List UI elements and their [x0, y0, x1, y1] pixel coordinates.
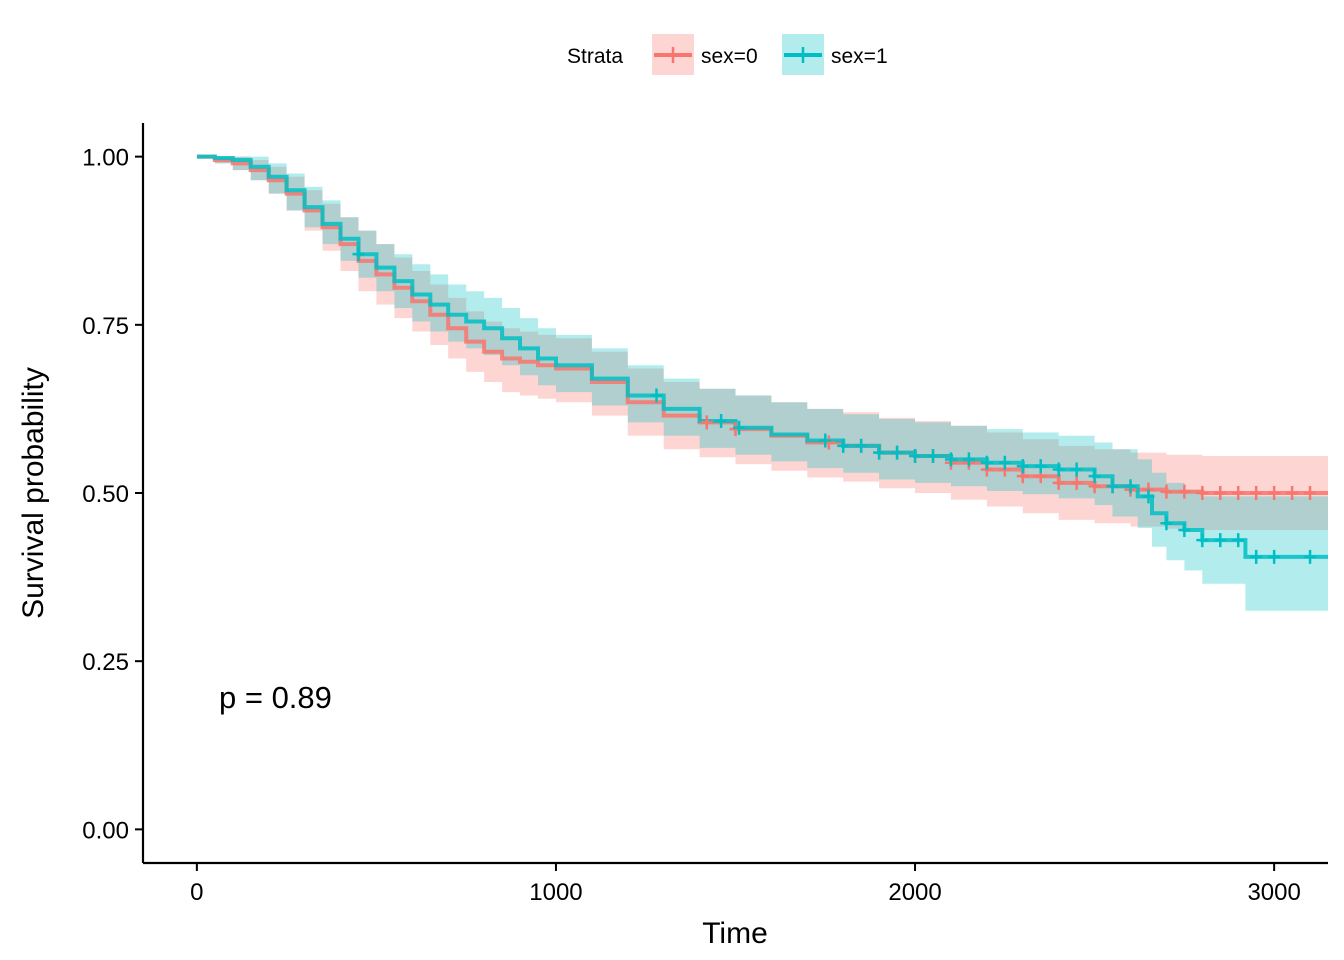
censor-mark: [837, 438, 850, 453]
censor-mark: [352, 247, 365, 262]
x-tick-label: 2000: [888, 879, 941, 906]
legend: Strata sex=0 sex=1: [567, 34, 888, 75]
x-axis-title: Time: [702, 917, 768, 950]
censor-mark: [1214, 486, 1227, 500]
y-tick-label: 0.50: [82, 481, 129, 508]
censor-mark: [927, 449, 939, 463]
legend-item-sex-1: sex=1: [782, 34, 888, 75]
survival-line-sex-1: [196, 154, 1328, 559]
censor-mark: [1070, 462, 1083, 477]
censor-mark: [998, 455, 1011, 470]
censor-mark: [1124, 479, 1137, 494]
censor-mark: [1268, 486, 1281, 500]
censor-mark: [1304, 549, 1317, 564]
censor-mark: [650, 388, 663, 403]
censor-mark: [1214, 533, 1227, 548]
legend-label: sex=1: [831, 45, 888, 68]
censor-mark: [1052, 475, 1065, 490]
censor-mark: [1142, 489, 1155, 504]
censor-mark: [1178, 484, 1191, 499]
censor-mark: [1232, 533, 1245, 548]
censor-mark: [1052, 462, 1065, 477]
censor-mark: [733, 420, 746, 435]
legend-label: sex=0: [701, 45, 758, 68]
censor-mark: [1304, 486, 1317, 500]
censor-mark: [1160, 516, 1173, 531]
censor-mark: [715, 414, 728, 429]
censor-mark: [1232, 486, 1245, 500]
censor-mark: [891, 445, 904, 460]
y-tick-label: 0.25: [82, 649, 129, 676]
censor-mark: [1088, 469, 1101, 484]
y-axis-title: Survival probability: [17, 367, 50, 619]
censor-mark: [962, 452, 975, 467]
censor-mark: [980, 455, 993, 470]
censor-mark: [1250, 486, 1263, 500]
censor-mark: [1178, 523, 1191, 537]
p-value-annotation: p = 0.89: [219, 680, 332, 715]
y-tick-label: 1.00: [82, 145, 129, 172]
censor-mark: [909, 449, 922, 463]
censor-mark: [1286, 486, 1299, 500]
censor-mark: [819, 433, 832, 448]
censor-mark: [1034, 459, 1047, 474]
legend-title: Strata: [567, 45, 623, 68]
legend-item-sex-0: sex=0: [652, 34, 758, 75]
confidence-band-sex-1: [196, 156, 1328, 611]
x-tick-label: 3000: [1247, 879, 1300, 906]
x-tick-label: 1000: [529, 879, 582, 906]
y-tick-label: 0.75: [82, 313, 129, 340]
censor-mark: [1016, 459, 1029, 474]
censor-mark: [700, 415, 713, 430]
censor-mark: [1196, 486, 1209, 500]
x-tick-label: 0: [190, 879, 203, 906]
censor-mark: [855, 438, 868, 453]
censor-mark: [1196, 533, 1209, 548]
censor-mark: [1250, 549, 1263, 564]
censor-mark: [1070, 475, 1083, 490]
y-tick-label: 0.00: [82, 817, 129, 844]
censor-mark: [944, 452, 957, 467]
censor-mark: [873, 445, 886, 460]
censor-mark: [1160, 484, 1173, 499]
censor-mark: [1268, 549, 1281, 564]
censor-mark: [1106, 479, 1119, 494]
